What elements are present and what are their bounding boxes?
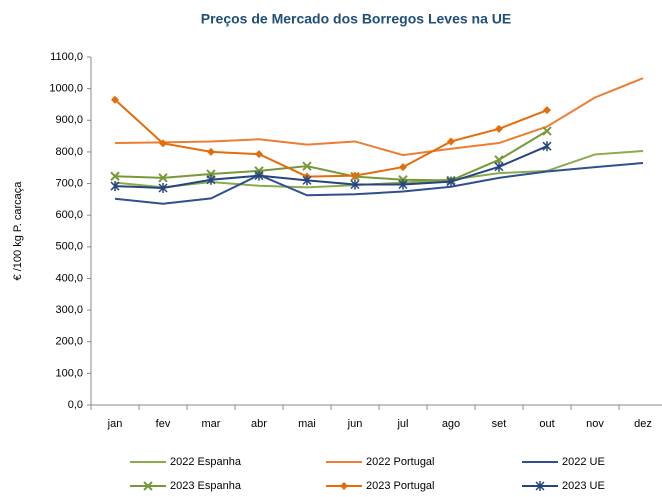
x-tick-label: out xyxy=(539,418,554,430)
y-tick-label: 100,0 xyxy=(55,367,83,379)
x-tick-label: fev xyxy=(156,418,171,430)
line xyxy=(114,161,644,205)
y-tick-label: 1000,0 xyxy=(49,83,83,95)
line xyxy=(114,145,548,189)
marker xyxy=(110,171,120,181)
x-tick-label: jan xyxy=(107,418,123,430)
y-tick-label: 800,0 xyxy=(55,146,83,158)
marker xyxy=(340,482,348,490)
legend-label: 2023 Espanha xyxy=(170,480,242,492)
x-tick-label: abr xyxy=(251,418,267,430)
y-tick-label: 500,0 xyxy=(55,241,83,253)
marker xyxy=(446,176,456,187)
x-tick-label: set xyxy=(492,418,507,430)
marker xyxy=(302,175,312,186)
marker xyxy=(543,106,551,115)
x-tick-label: mai xyxy=(298,418,316,430)
legend-label: 2022 UE xyxy=(562,456,605,468)
legend-label: 2023 Portugal xyxy=(366,480,435,492)
marker xyxy=(495,124,503,133)
y-axis-label: € /100 kg P. carcaça xyxy=(12,181,24,281)
marker xyxy=(535,481,545,491)
marker xyxy=(158,182,168,193)
line xyxy=(114,98,548,178)
x-tick-label: jun xyxy=(347,418,363,430)
y-tick-label: 700,0 xyxy=(55,177,83,189)
marker xyxy=(399,163,407,172)
legend-label: 2022 Espanha xyxy=(170,456,242,468)
marker xyxy=(542,141,552,152)
marker xyxy=(158,173,168,183)
marker xyxy=(494,155,504,165)
x-tick-label: jul xyxy=(396,418,408,430)
y-tick-label: 1100,0 xyxy=(50,51,83,63)
y-tick-label: 900,0 xyxy=(55,114,83,126)
marker xyxy=(159,139,167,148)
y-tick-label: 200,0 xyxy=(55,336,83,348)
x-tick-label: nov xyxy=(586,418,604,430)
marker xyxy=(398,179,408,190)
legend-label: 2023 UE xyxy=(562,480,605,492)
x-tick-label: ago xyxy=(442,418,460,430)
marker xyxy=(255,150,263,159)
marker xyxy=(254,170,264,181)
marker xyxy=(143,481,153,491)
marker xyxy=(542,126,552,136)
y-tick-label: 400,0 xyxy=(55,272,83,284)
y-tick-label: 300,0 xyxy=(55,304,83,316)
marker xyxy=(206,174,216,185)
line xyxy=(114,130,548,182)
legend-label: 2022 Portugal xyxy=(366,456,435,468)
y-tick-label: 0,0 xyxy=(68,399,83,411)
marker xyxy=(302,161,312,171)
marker xyxy=(494,161,504,172)
chart-title: Preços de Mercado dos Borregos Leves na … xyxy=(201,11,511,27)
marker xyxy=(447,137,455,146)
marker xyxy=(350,179,360,190)
x-tick-label: mar xyxy=(202,418,221,430)
marker xyxy=(351,171,359,180)
marker xyxy=(110,181,120,192)
x-tick-label: dez xyxy=(634,418,652,430)
y-tick-label: 600,0 xyxy=(55,209,83,221)
marker xyxy=(111,95,119,104)
line xyxy=(114,77,644,157)
marker xyxy=(207,147,215,156)
